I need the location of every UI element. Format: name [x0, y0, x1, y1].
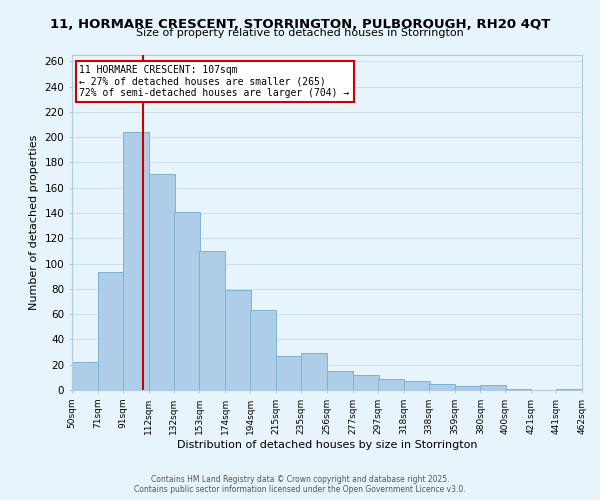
Bar	[556, 388, 582, 390]
Bar	[226, 290, 251, 390]
Bar	[250, 310, 276, 390]
X-axis label: Distribution of detached houses by size in Storrington: Distribution of detached houses by size …	[177, 440, 477, 450]
Bar	[428, 384, 455, 390]
Text: 11, HORMARE CRESCENT, STORRINGTON, PULBOROUGH, RH20 4QT: 11, HORMARE CRESCENT, STORRINGTON, PULBO…	[50, 18, 550, 30]
Bar	[72, 362, 98, 390]
Text: Size of property relative to detached houses in Storrington: Size of property relative to detached ho…	[136, 28, 464, 38]
Text: Contains HM Land Registry data © Crown copyright and database right 2025.
Contai: Contains HM Land Registry data © Crown c…	[134, 474, 466, 494]
Text: 11 HORMARE CRESCENT: 107sqm
← 27% of detached houses are smaller (265)
72% of se: 11 HORMARE CRESCENT: 107sqm ← 27% of det…	[79, 65, 350, 98]
Bar	[98, 272, 124, 390]
Bar	[301, 354, 327, 390]
Bar	[353, 375, 379, 390]
Bar	[481, 385, 506, 390]
Bar	[123, 132, 149, 390]
Y-axis label: Number of detached properties: Number of detached properties	[29, 135, 39, 310]
Bar	[149, 174, 175, 390]
Bar	[327, 371, 353, 390]
Bar	[378, 378, 404, 390]
Bar	[276, 356, 302, 390]
Bar	[173, 212, 199, 390]
Bar	[455, 386, 481, 390]
Bar	[199, 251, 226, 390]
Bar	[404, 381, 430, 390]
Bar	[505, 388, 531, 390]
